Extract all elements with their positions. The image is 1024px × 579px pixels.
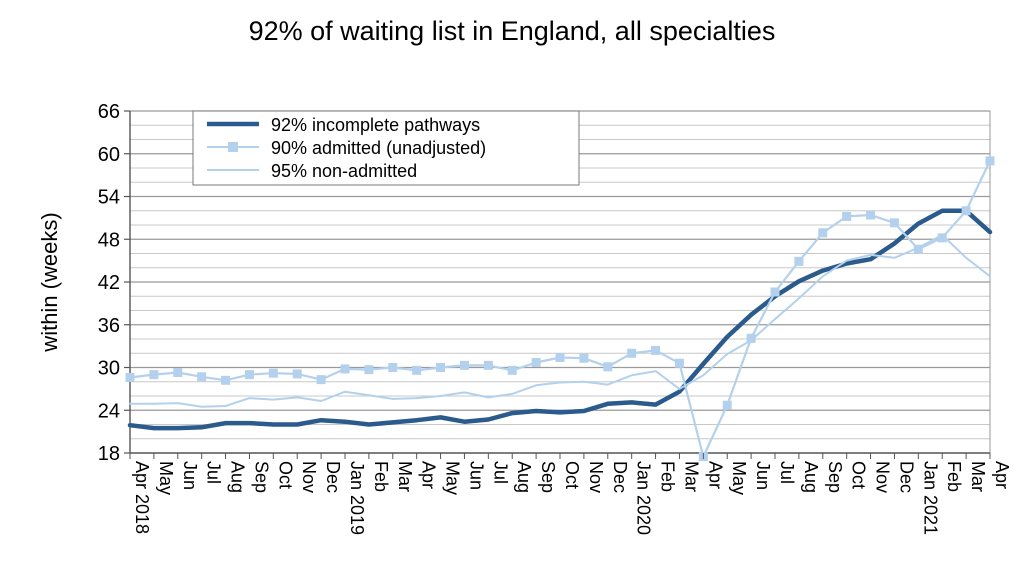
data-point-marker: [937, 233, 947, 243]
x-tick-label: Feb: [658, 461, 678, 492]
y-tick-label: 48: [98, 229, 120, 251]
x-tick-label: Jun: [753, 461, 773, 490]
x-tick-label: Mar: [681, 461, 701, 492]
x-tick-label: Aug: [514, 461, 534, 493]
x-tick-label: Jun: [180, 461, 200, 490]
data-point-marker: [842, 211, 852, 221]
x-tick-label: May: [156, 461, 176, 495]
data-point-marker: [244, 370, 254, 380]
y-tick-label: 66: [98, 101, 120, 123]
data-point-marker: [483, 360, 493, 370]
x-tick-label: Aug: [228, 461, 248, 493]
y-tick-label: 42: [98, 272, 120, 294]
y-tick-label: 36: [98, 315, 120, 337]
x-tick-label: Nov: [873, 461, 893, 493]
data-point-marker: [794, 256, 804, 266]
x-tick-label: Dec: [610, 461, 630, 493]
x-tick-label: Jul: [490, 461, 510, 484]
x-tick-label: Nov: [299, 461, 319, 493]
data-point-marker: [531, 358, 541, 368]
data-point-marker: [579, 353, 589, 363]
data-point-marker: [985, 156, 995, 166]
y-tick-label: 18: [98, 443, 120, 465]
x-tick-label: Sep: [538, 461, 558, 493]
x-tick-label: Oct: [849, 461, 869, 489]
x-tick-label: Feb: [371, 461, 391, 492]
data-point-marker: [627, 348, 637, 358]
x-tick-label: Apr: [992, 461, 1012, 489]
data-point-marker: [173, 367, 183, 377]
data-point-marker: [770, 287, 780, 297]
x-tick-label: Mar: [395, 461, 415, 492]
x-tick-label: Jan 2019: [347, 461, 367, 535]
x-tick-label: Jun: [466, 461, 486, 490]
data-point-marker: [507, 365, 517, 375]
x-tick-label: Sep: [251, 461, 271, 493]
x-tick-label: Mar: [968, 461, 988, 492]
y-tick-label: 30: [98, 358, 120, 380]
y-tick-label: 24: [98, 400, 120, 422]
x-tick-label: Apr: [705, 461, 725, 489]
x-tick-label: Jan 2020: [634, 461, 654, 535]
x-tick-label: Feb: [944, 461, 964, 492]
y-tick-label: 54: [98, 187, 120, 209]
x-tick-label: Jul: [777, 461, 797, 484]
data-point-marker: [674, 358, 684, 368]
x-tick-label: Oct: [562, 461, 582, 489]
x-tick-label: Dec: [896, 461, 916, 493]
legend-entry: 92% incomplete pathways: [271, 115, 480, 135]
x-tick-label: Apr: [419, 461, 439, 489]
legend-marker: [228, 142, 238, 152]
series-line: [127, 208, 993, 431]
legend-entry: 95% non-admitted: [271, 161, 417, 181]
data-point-marker: [268, 368, 278, 378]
data-point-marker: [149, 370, 159, 380]
data-point-marker: [364, 365, 374, 375]
y-tick-label: 60: [98, 144, 120, 166]
legend-entry: 90% admitted (unadjusted): [271, 138, 486, 158]
data-point-marker: [436, 363, 446, 372]
series-line: [129, 234, 991, 408]
data-point-marker: [412, 365, 422, 375]
data-point-marker: [818, 228, 828, 238]
x-tick-label: May: [729, 461, 749, 495]
x-tick-label: Dec: [323, 461, 343, 493]
data-point-marker: [340, 364, 350, 374]
data-point-marker: [866, 210, 876, 220]
x-tick-label: Nov: [586, 461, 606, 493]
data-point-marker: [459, 360, 469, 370]
y-axis-label: within (weeks): [37, 212, 62, 352]
data-point-marker: [316, 375, 326, 385]
data-point-marker: [125, 372, 135, 382]
x-tick-label: Jul: [204, 461, 224, 484]
data-point-marker: [555, 353, 565, 363]
chart-title: 92% of waiting list in England, all spec…: [248, 16, 776, 46]
data-point-marker: [388, 363, 398, 372]
x-tick-label: Aug: [801, 461, 821, 493]
data-point-marker: [221, 375, 231, 385]
x-tick-label: Jan 2021: [920, 461, 940, 535]
data-point-marker: [292, 369, 302, 379]
data-point-marker: [603, 362, 613, 372]
x-tick-label: Oct: [275, 461, 295, 489]
data-point-marker: [961, 206, 971, 216]
x-tick-label: Sep: [825, 461, 845, 493]
data-point-marker: [913, 244, 923, 254]
data-point-marker: [722, 400, 732, 410]
data-point-marker: [651, 345, 661, 355]
x-tick-label: May: [443, 461, 463, 495]
data-point-marker: [746, 333, 756, 343]
data-point-marker: [889, 218, 899, 228]
x-tick-label: Apr 2018: [132, 461, 152, 534]
data-point-marker: [197, 372, 207, 382]
